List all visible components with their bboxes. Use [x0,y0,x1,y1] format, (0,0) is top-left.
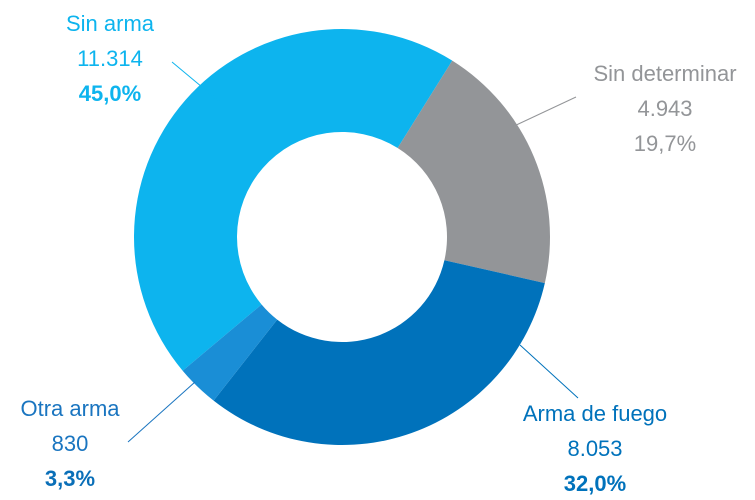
leader-line [127,381,196,443]
category-label: Sin determinar [593,61,736,86]
value-label: 11.314 [77,46,143,71]
slice [133,28,453,371]
leader-line [519,344,579,399]
category-label: Otra arma [20,396,120,421]
leader-line [171,61,221,103]
percent-label: 19,7% [634,131,696,156]
percent-label: 45,0% [79,81,141,106]
percent-label: 32,0% [564,471,626,496]
slice [182,304,278,401]
slice [213,260,545,445]
percent-label: 3,3% [45,466,95,491]
value-label: 8.053 [567,436,622,461]
value-label: 830 [52,431,89,456]
leader-line [511,96,577,128]
slice [397,60,550,284]
value-label: 4.943 [637,96,692,121]
category-label: Arma de fuego [523,401,667,426]
category-label: Sin arma [66,11,155,36]
